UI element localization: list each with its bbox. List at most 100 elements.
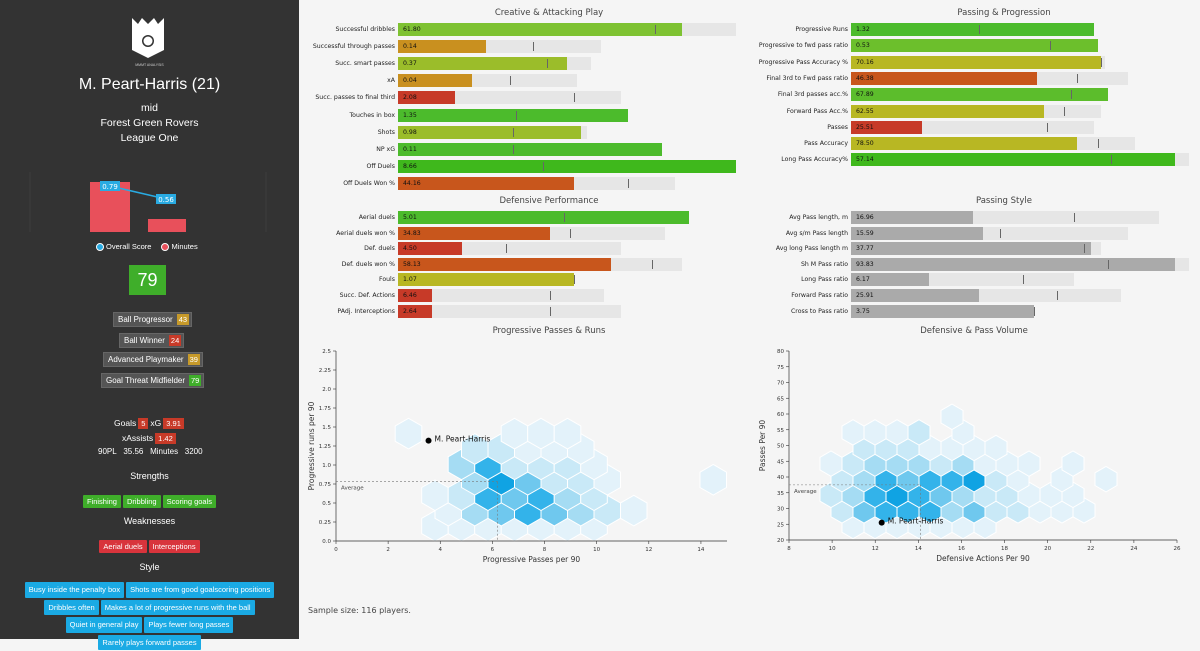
stat-bar [851, 39, 1098, 53]
stat-value: 1.32 [856, 26, 870, 33]
stat-bar [851, 226, 983, 240]
y-tick-label: 2.25 [319, 368, 332, 374]
stat-label: Long Pass Accuracy% [781, 156, 848, 164]
x-tick-label: 14 [697, 547, 704, 553]
stat-label: Aerial duels [358, 214, 395, 221]
average-marker [1057, 291, 1059, 300]
stat-bar [851, 55, 1102, 69]
stat-bar [851, 257, 1176, 271]
overall-score-badge: 79 [129, 265, 166, 295]
y-tick-label: 40 [777, 475, 784, 481]
stat-value: 0.04 [403, 77, 417, 85]
player-point-label: M. Peart-Harris [888, 517, 944, 526]
role-chip-advanced-playmaker: Advanced Playmaker 39 [103, 352, 203, 367]
goals-row: Goals 5 xG 3.91 [114, 418, 186, 429]
average-marker [512, 144, 514, 154]
average-marker [1084, 244, 1086, 254]
y-tick-label: 2.5 [322, 349, 331, 355]
role-value: 43 [176, 314, 190, 325]
stat-label: Successful dribbles [335, 26, 396, 33]
stat-bar [398, 304, 432, 318]
y-tick-label: 0.75 [319, 482, 332, 488]
weakness-tag: Aerial duels [99, 540, 147, 553]
role-label: Ball Progressor [118, 315, 173, 324]
average-marker [999, 228, 1001, 238]
xassists-value: 1.42 [155, 433, 176, 444]
y-tick-label: 1.75 [319, 406, 332, 412]
x-tick-label: 22 [1087, 546, 1094, 552]
xg-value: 3.91 [163, 418, 184, 429]
legend-minutes: Minutes [171, 242, 198, 251]
stat-label: Def. duels [364, 245, 395, 253]
hexbin-cell [1017, 450, 1041, 477]
hexbin-cell [940, 403, 964, 431]
player-league: League One [120, 132, 179, 144]
y-tick-label: 0.0 [322, 539, 331, 545]
stat-label: Progressive to fwd pass ratio [758, 42, 848, 50]
stat-bar [851, 120, 922, 134]
player-point-label: M. Peart-Harris [435, 435, 491, 444]
player-point [878, 519, 885, 526]
stat-bar [398, 211, 689, 224]
stat-value: 1.35 [403, 111, 417, 119]
score-minutes-chart: 0.79 0.56 [29, 172, 267, 232]
stat-bar [851, 289, 980, 302]
stat-label: Forward Pass ratio [791, 292, 848, 299]
stat-value: 44.16 [403, 179, 421, 187]
player-club: Forest Green Rovers [100, 117, 199, 129]
stat-label: Progressive Pass Accuracy % [758, 58, 848, 66]
strength-tag: Dribbling [122, 495, 161, 508]
x-tick-label: 4 [439, 547, 443, 553]
legend-score-icon [96, 242, 104, 251]
stat-label: Fouls [379, 276, 395, 284]
stat-bar [851, 137, 1078, 151]
stat-value: 93.83 [856, 260, 874, 268]
stat-value: 15.59 [856, 229, 874, 237]
xassists-row: xAssists 1.42 [122, 433, 178, 444]
x-tick-label: 12 [872, 546, 879, 552]
x-tick-label: 10 [829, 546, 836, 552]
style-tags: Busy inside the penalty box Shots are fro… [0, 581, 299, 651]
x-tick-label: 26 [1174, 546, 1181, 552]
stat-bar [398, 91, 456, 105]
average-marker [1047, 122, 1049, 132]
panel-title: Passing Style [975, 196, 1032, 206]
average-marker [1070, 90, 1072, 100]
average-marker [543, 161, 545, 171]
stat-label: PAdj. Interceptions [337, 307, 395, 315]
y-tick-label: 70 [777, 381, 784, 387]
stat-bar [851, 304, 1034, 318]
y-tick-label: 80 [777, 349, 784, 355]
hexbin-cell [1094, 465, 1118, 493]
role-chip-goal-threat-midfielder: Goal Threat Midfielder 79 [101, 373, 205, 388]
hexbin-cell [394, 417, 423, 450]
average-marker [509, 76, 511, 86]
stat-value: 6.17 [856, 276, 870, 284]
minutes-row: 90PL 35.56 Minutes 3200 [98, 447, 203, 456]
stat-label: NP xG [376, 145, 395, 153]
player-name: M. Peart-Harris (21) [78, 76, 221, 93]
stat-value: 6.46 [403, 292, 417, 299]
style-tag: Plays fewer long passes [144, 617, 234, 633]
y-tick-label: 75 [777, 365, 784, 371]
hex-chart-defensive: 8 10 12 14 16 18 20 22 24 26 20 25 30 35 40 45 50 55 60 65 7… [758, 349, 1181, 563]
player-sidebar: MMMT ANALYSIS M. Peart-Harris (21) mid F… [0, 0, 299, 650]
x-tick-label: 12 [645, 547, 652, 553]
stat-bar [851, 242, 1091, 256]
role-chip-ball-winner: Ball Winner 24 [119, 333, 185, 348]
stat-label: Long Pass ratio [801, 276, 848, 284]
stat-label: Successful through passes [312, 43, 395, 51]
average-marker [570, 228, 572, 238]
role-label: Advanced Playmaker [108, 355, 184, 364]
strengths-title: Strengths [130, 471, 169, 481]
role-value: 24 [168, 335, 182, 346]
average-marker [1111, 155, 1113, 165]
average-label: Average [794, 489, 817, 495]
average-marker [1097, 139, 1099, 149]
y-tick-label: 35 [777, 491, 784, 497]
stat-label: Sh M Pass ratio [800, 260, 848, 268]
style-title: Style [139, 562, 160, 572]
y-tick-label: 60 [777, 412, 784, 418]
average-marker [516, 110, 518, 120]
x-axis-label: Progressive Passes per 90 [483, 555, 581, 564]
